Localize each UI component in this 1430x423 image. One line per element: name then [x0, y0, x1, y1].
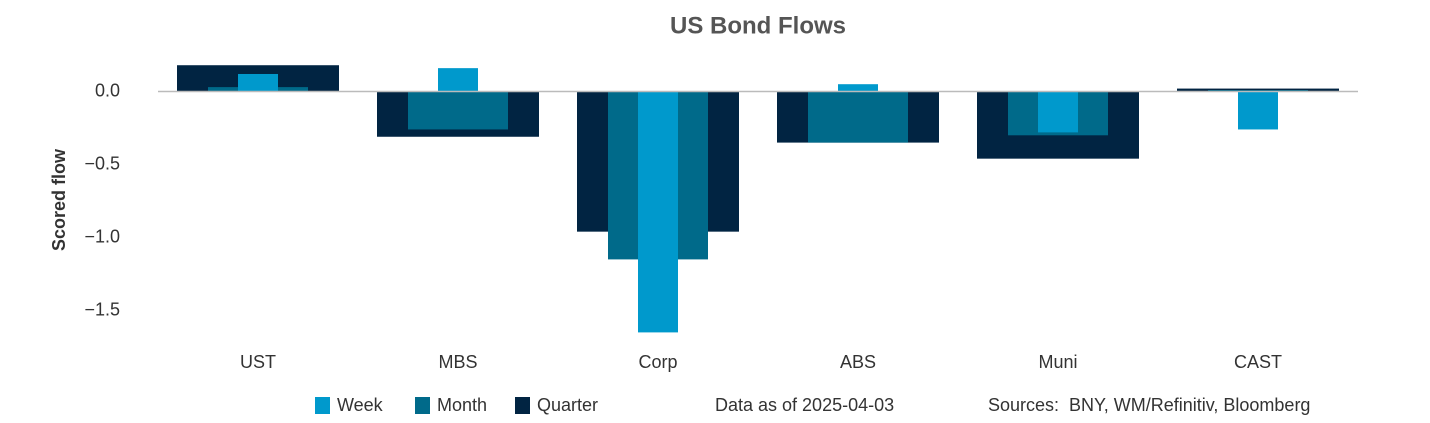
x-tick-label: CAST — [1234, 352, 1282, 372]
bar — [238, 73, 278, 92]
legend-swatch — [415, 397, 430, 414]
y-tick-label: 0.0 — [95, 80, 120, 100]
y-tick-label: −0.5 — [84, 153, 120, 173]
bar — [1038, 91, 1078, 133]
y-axis-title: Scored flow — [49, 148, 69, 251]
bar — [638, 91, 678, 333]
x-tick-label: ABS — [840, 352, 876, 372]
bar — [408, 91, 508, 130]
legend-label: Month — [437, 395, 487, 415]
legend-swatch — [515, 397, 530, 414]
chart-title: US Bond Flows — [670, 12, 846, 39]
y-tick-label: −1.5 — [84, 299, 120, 319]
bar — [838, 84, 878, 92]
legend-label: Week — [337, 395, 384, 415]
x-tick-label: UST — [240, 352, 276, 372]
x-tick-label: MBS — [438, 352, 477, 372]
legend-label: Quarter — [537, 395, 598, 415]
note: Data as of 2025-04-03 — [715, 395, 894, 415]
bar — [808, 91, 908, 143]
bar — [1238, 91, 1278, 130]
x-tick-label: Muni — [1038, 352, 1077, 372]
bar — [438, 68, 478, 92]
y-tick-label: −1.0 — [84, 226, 120, 246]
legend-swatch — [315, 397, 330, 414]
x-tick-label: Corp — [638, 352, 677, 372]
source: Sources: BNY, WM/Refinitiv, Bloomberg — [988, 395, 1310, 415]
